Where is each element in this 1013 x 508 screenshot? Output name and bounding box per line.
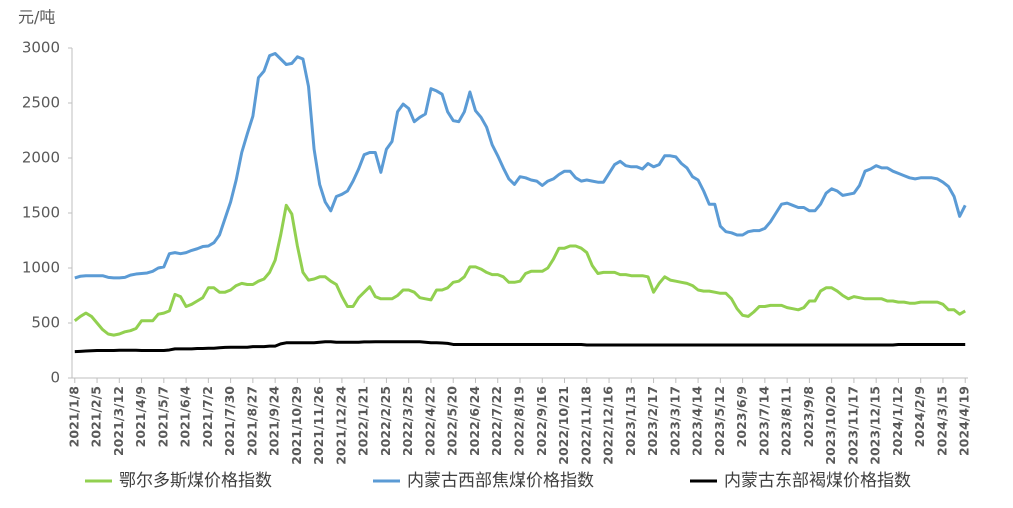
x-tick-label: 2021/9/24 <box>267 386 282 456</box>
legend-label: 鄂尔多斯煤价格指数 <box>119 471 272 491</box>
x-tick-label: 2022/3/25 <box>400 386 415 456</box>
x-tick-label: 2021/7/2 <box>200 386 215 447</box>
x-tick-label: 2022/5/20 <box>445 386 460 456</box>
y-tick-label: 3000 <box>22 39 60 57</box>
x-tick-label: 2022/9/16 <box>534 386 549 456</box>
x-tick-label: 2024/4/19 <box>957 386 972 456</box>
x-tick-label: 2022/7/22 <box>489 386 504 456</box>
x-tick-label: 2021/5/7 <box>155 386 170 447</box>
y-tick-label: 1500 <box>22 204 60 222</box>
x-tick-label: 2023/5/12 <box>712 386 727 456</box>
series-line <box>74 340 966 354</box>
series-line <box>73 203 966 337</box>
series-line <box>74 52 967 280</box>
y-axis-label: 元/吨 <box>18 8 55 27</box>
x-tick-label: 2022/12/16 <box>601 386 616 465</box>
y-tick-label: 2000 <box>22 149 60 167</box>
x-tick-label: 2023/1/13 <box>623 386 638 456</box>
x-tick-label: 2024/3/15 <box>934 386 949 456</box>
x-tick-label: 2022/11/18 <box>578 386 593 465</box>
y-tick-label: 0 <box>50 369 60 387</box>
x-tick-label: 2021/4/9 <box>133 386 148 447</box>
x-tick-label: 2023/8/11 <box>779 386 794 456</box>
x-tick-label: 2023/7/14 <box>756 386 771 456</box>
x-tick-label: 2023/10/20 <box>823 386 838 465</box>
x-tick-label: 2021/6/4 <box>178 386 193 448</box>
x-tick-label: 2023/12/15 <box>868 386 883 465</box>
x-tick-label: 2022/2/25 <box>378 386 393 456</box>
y-tick-label: 2500 <box>22 94 60 112</box>
x-tick-label: 2021/11/26 <box>311 386 326 465</box>
x-tick-label: 2021/12/24 <box>333 386 348 465</box>
x-tick-label: 2022/6/24 <box>467 386 482 456</box>
x-tick-label: 2021/2/5 <box>89 386 104 447</box>
y-tick-label: 500 <box>31 314 60 332</box>
x-tick-label: 2023/9/8 <box>801 386 816 447</box>
x-tick-label: 2023/2/17 <box>645 386 660 456</box>
x-tick-label: 2023/3/17 <box>667 386 682 456</box>
x-tick-label: 2021/3/12 <box>111 386 126 456</box>
x-tick-label: 2022/4/22 <box>422 386 437 456</box>
x-tick-label: 2024/2/9 <box>912 386 927 447</box>
x-tick-label: 2021/10/29 <box>289 386 304 465</box>
x-tick-label: 2024/1/12 <box>890 386 905 456</box>
x-tick-label: 2021/8/27 <box>244 386 259 456</box>
x-tick-label: 2021/7/30 <box>222 386 237 456</box>
x-tick-label: 2023/11/17 <box>845 386 860 465</box>
x-tick-label: 2022/10/21 <box>556 386 571 465</box>
legend-label: 内蒙古西部焦煤价格指数 <box>407 471 594 491</box>
x-tick-label: 2021/1/8 <box>66 386 81 447</box>
legend-label: 内蒙古东部褐煤价格指数 <box>724 471 911 491</box>
x-tick-label: 2023/6/9 <box>734 386 749 447</box>
y-tick-label: 1000 <box>22 259 60 277</box>
x-tick-label: 2023/4/14 <box>690 386 705 456</box>
x-tick-label: 2022/1/21 <box>356 386 371 456</box>
x-tick-label: 2022/8/19 <box>512 386 527 456</box>
